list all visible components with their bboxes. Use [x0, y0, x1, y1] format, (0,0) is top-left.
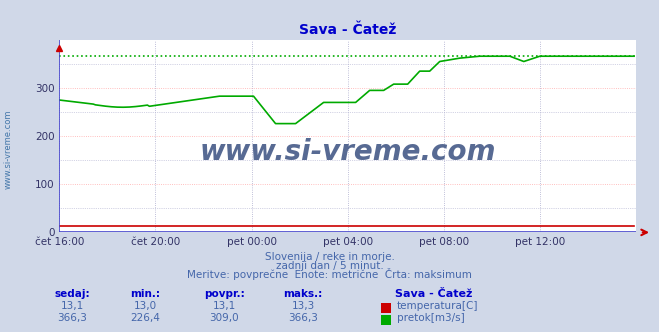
Text: www.si-vreme.com: www.si-vreme.com [200, 137, 496, 166]
Text: 13,1: 13,1 [61, 301, 84, 311]
Text: 366,3: 366,3 [288, 313, 318, 323]
Text: maks.:: maks.: [283, 289, 323, 299]
Text: povpr.:: povpr.: [204, 289, 244, 299]
Text: 366,3: 366,3 [57, 313, 88, 323]
Text: www.si-vreme.com: www.si-vreme.com [4, 110, 13, 189]
Text: 309,0: 309,0 [210, 313, 239, 323]
Text: Sava - Čatež: Sava - Čatež [395, 289, 473, 299]
Text: temperatura[C]: temperatura[C] [397, 301, 478, 311]
Text: 13,1: 13,1 [212, 301, 236, 311]
Text: pretok[m3/s]: pretok[m3/s] [397, 313, 465, 323]
Text: 13,0: 13,0 [133, 301, 157, 311]
Text: 13,3: 13,3 [291, 301, 315, 311]
Text: sedaj:: sedaj: [55, 289, 90, 299]
Text: zadnji dan / 5 minut.: zadnji dan / 5 minut. [275, 261, 384, 271]
Text: Meritve: povprečne  Enote: metrične  Črta: maksimum: Meritve: povprečne Enote: metrične Črta:… [187, 268, 472, 280]
Text: Slovenija / reke in morje.: Slovenija / reke in morje. [264, 252, 395, 262]
Title: Sava - Čatež: Sava - Čatež [299, 23, 396, 37]
Text: 226,4: 226,4 [130, 313, 160, 323]
Text: min.:: min.: [130, 289, 160, 299]
